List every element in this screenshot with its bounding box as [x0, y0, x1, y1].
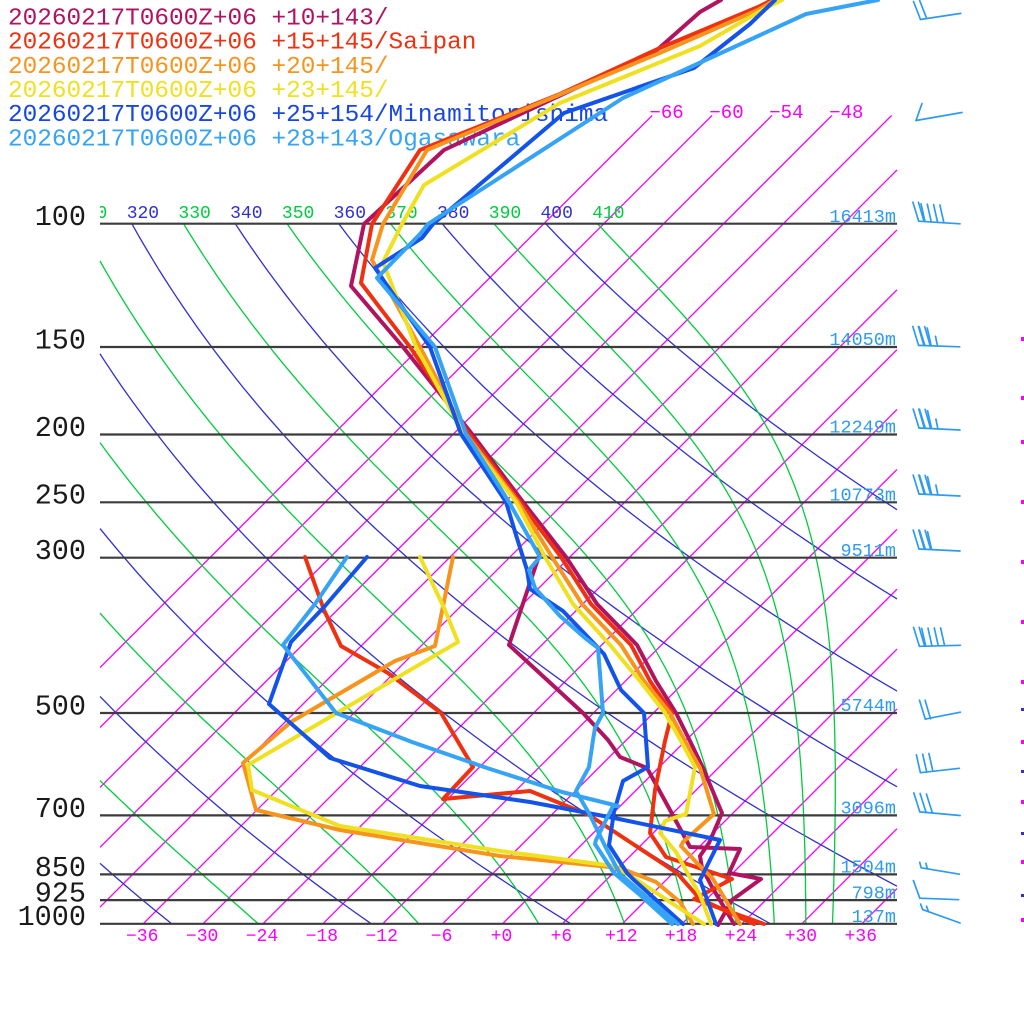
svg-text:500: 500: [35, 690, 86, 723]
svg-text:20260217T0600Z+06 +15+145/Saip: 20260217T0600Z+06 +15+145/Saipan: [8, 30, 476, 57]
svg-text:850: 850: [35, 852, 86, 885]
svg-text:330: 330: [178, 204, 210, 224]
svg-text:+0: +0: [491, 927, 513, 947]
svg-text:250: 250: [35, 480, 86, 513]
svg-text:390: 390: [489, 204, 521, 224]
svg-text:798m: 798m: [852, 883, 896, 904]
svg-text:20260217T0600Z+06 +10+143/: 20260217T0600Z+06 +10+143/: [8, 5, 389, 32]
svg-text:−48: −48: [829, 102, 863, 124]
svg-text:20260217T0600Z+06 +28+143/Ogas: 20260217T0600Z+06 +28+143/Ogasawara: [8, 126, 520, 153]
svg-text:20260217T0600Z+06 +23+145/: 20260217T0600Z+06 +23+145/: [8, 78, 389, 105]
svg-text:+30: +30: [785, 927, 817, 947]
svg-text:−18: −18: [306, 927, 338, 947]
svg-text:−6: −6: [431, 927, 453, 947]
svg-text:−24: −24: [246, 927, 278, 947]
svg-text:360: 360: [334, 204, 366, 224]
svg-text:200: 200: [35, 412, 86, 445]
svg-text:350: 350: [282, 204, 314, 224]
svg-text:380: 380: [437, 204, 469, 224]
svg-text:100: 100: [35, 201, 86, 234]
svg-text:150: 150: [35, 324, 86, 357]
svg-text:+6: +6: [551, 927, 573, 947]
svg-text:−30: −30: [186, 927, 218, 947]
svg-text:14050m: 14050m: [829, 330, 896, 351]
svg-text:+36: +36: [845, 927, 877, 947]
svg-text:−12: −12: [365, 927, 397, 947]
svg-text:10773m: 10773m: [829, 486, 896, 507]
svg-text:1504m: 1504m: [840, 858, 896, 879]
svg-text:340: 340: [230, 204, 262, 224]
svg-text:+24: +24: [725, 927, 757, 947]
svg-text:9511m: 9511m: [840, 541, 896, 562]
svg-text:+12: +12: [605, 927, 637, 947]
svg-text:20260217T0600Z+06 +20+145/: 20260217T0600Z+06 +20+145/: [8, 54, 389, 81]
svg-text:16413m: 16413m: [829, 207, 896, 228]
svg-text:300: 300: [35, 535, 86, 568]
svg-text:310: 310: [75, 204, 107, 224]
svg-text:400: 400: [540, 204, 572, 224]
svg-text:−54: −54: [769, 102, 803, 124]
svg-text:410: 410: [592, 204, 624, 224]
svg-text:−60: −60: [709, 102, 743, 124]
svg-text:1000: 1000: [18, 901, 86, 934]
svg-text:12249m: 12249m: [829, 418, 896, 439]
svg-text:−36: −36: [126, 927, 158, 947]
svg-text:−66: −66: [649, 102, 683, 124]
svg-text:700: 700: [35, 793, 86, 826]
svg-text:925: 925: [35, 878, 86, 911]
svg-text:+18: +18: [665, 927, 697, 947]
svg-text:320: 320: [127, 204, 159, 224]
svg-text:5744m: 5744m: [840, 696, 896, 717]
svg-text:137m: 137m: [852, 907, 896, 928]
svg-text:3096m: 3096m: [840, 799, 896, 820]
